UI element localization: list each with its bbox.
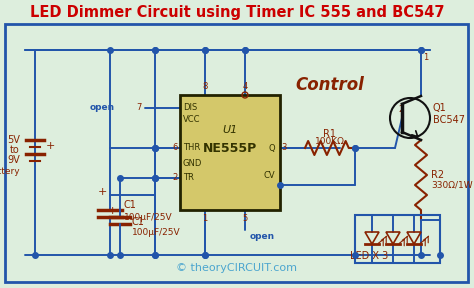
Text: 330Ω/1W: 330Ω/1W [431,181,473,190]
Text: 5V: 5V [7,135,20,145]
Text: U1: U1 [222,125,237,135]
Text: CV: CV [264,170,275,179]
Text: BC547: BC547 [433,115,465,125]
Text: GND: GND [183,158,202,168]
Text: Control: Control [295,76,364,94]
Text: Battery: Battery [0,168,20,177]
Text: DIS: DIS [183,103,197,113]
Text: THR: THR [183,143,200,153]
Text: 100KΩ: 100KΩ [315,137,345,145]
Text: 4: 4 [242,82,247,91]
Text: LED X 3: LED X 3 [350,251,388,261]
Text: R2: R2 [431,170,444,180]
Text: 2: 2 [173,173,178,183]
Text: 100μF/25V: 100μF/25V [124,213,173,223]
Text: +: + [46,141,55,151]
Text: NE555P: NE555P [203,141,257,154]
Text: Q1: Q1 [433,103,447,113]
Text: LED Dimmer Circuit using Timer IC 555 and BC547: LED Dimmer Circuit using Timer IC 555 an… [30,5,444,20]
Text: C1: C1 [132,217,145,227]
Text: 1: 1 [423,54,428,62]
Text: 9V: 9V [7,155,20,165]
Text: 1: 1 [202,214,208,223]
Text: 2: 2 [398,105,403,115]
Text: open: open [250,232,275,241]
Text: C1: C1 [124,200,137,210]
Text: 8: 8 [202,82,208,91]
Text: to: to [10,145,20,155]
Text: 6: 6 [173,143,178,153]
Text: R1: R1 [323,129,337,139]
Text: 7: 7 [137,103,142,113]
Text: © theoryCIRCUIT.com: © theoryCIRCUIT.com [176,263,298,273]
Text: 100μF/25V: 100μF/25V [132,228,181,237]
Bar [5,24,468,282]
Text: +: + [108,206,117,216]
Text: 3: 3 [281,143,286,153]
Text: TR: TR [183,173,194,183]
Bar [355,215,440,263]
Text: Q: Q [268,143,275,153]
Text: VCC: VCC [183,115,201,124]
Text: 5: 5 [242,214,247,223]
Text: open: open [90,103,115,113]
Bar [180,95,280,210]
Text: +: + [98,187,107,197]
